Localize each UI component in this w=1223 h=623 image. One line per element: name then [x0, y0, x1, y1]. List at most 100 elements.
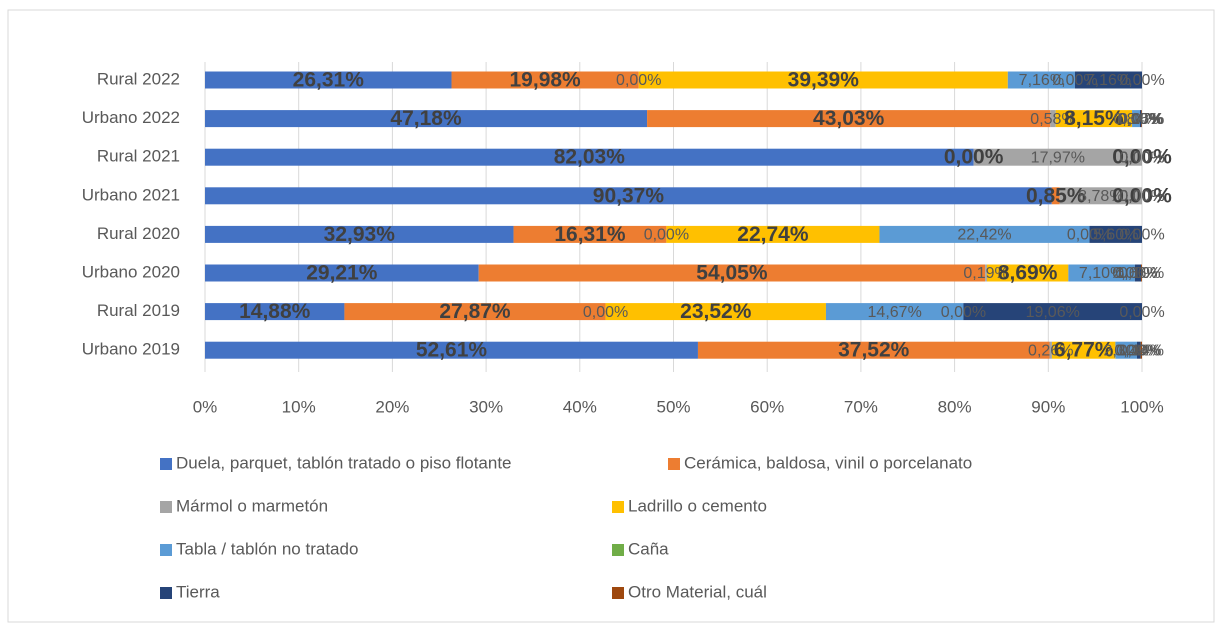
- legend-label: Mármol o marmetón: [176, 496, 328, 515]
- x-tick-label: 30%: [469, 397, 503, 416]
- bar-segment: [1132, 110, 1140, 128]
- data-label: 27,87%: [439, 300, 511, 323]
- data-label: 0,10%: [1119, 265, 1164, 282]
- data-label: 0,00%: [1052, 72, 1097, 89]
- data-label: 0,00%: [941, 304, 986, 321]
- data-label: 7,10%: [1079, 265, 1124, 282]
- bar-segment: [205, 71, 452, 89]
- data-label: 0,00%: [1119, 227, 1164, 244]
- y-tick-label: Urbano 2019: [82, 340, 180, 359]
- x-tick-label: 100%: [1120, 397, 1163, 416]
- data-label: 0,00%: [583, 304, 628, 321]
- data-label: 0,00%: [1119, 149, 1164, 166]
- data-label: 0,00%: [1117, 111, 1162, 128]
- bar-segment: [513, 225, 667, 243]
- legend-swatch: [612, 501, 624, 513]
- data-label: 0,00%: [1112, 146, 1172, 169]
- bar-segment: [963, 303, 1142, 321]
- x-tick-label: 10%: [282, 397, 316, 416]
- bar-segment: [205, 264, 479, 282]
- data-label: 0,14%: [1119, 342, 1164, 359]
- data-label: 0,00%: [1119, 149, 1164, 166]
- legend-swatch: [160, 501, 172, 513]
- legend-swatch: [160, 587, 172, 599]
- bar-segment: [647, 110, 1051, 128]
- y-tick-label: Rural 2021: [97, 147, 180, 166]
- data-label: 54,05%: [696, 262, 768, 285]
- bar-segment: [1074, 71, 1142, 89]
- legend-label: Caña: [628, 539, 669, 558]
- bar-segment: [1139, 110, 1142, 128]
- bar-segment: [985, 264, 987, 282]
- bar-segment: [1134, 264, 1142, 282]
- x-tick-label: 80%: [938, 397, 972, 416]
- bar-segment: [986, 264, 1069, 282]
- data-label: 14,88%: [239, 300, 311, 323]
- x-tick-label: 90%: [1031, 397, 1065, 416]
- x-tick-label: 0%: [193, 397, 218, 416]
- data-label: 19,06%: [1026, 304, 1080, 321]
- bar-segment: [205, 303, 345, 321]
- data-label: 0,00%: [1119, 72, 1164, 89]
- bar-segment: [451, 71, 639, 89]
- y-tick-label: Rural 2020: [97, 224, 180, 243]
- data-label: 8,78%: [1078, 188, 1123, 205]
- data-label: 0,00%: [1067, 227, 1112, 244]
- data-label: 17,97%: [1031, 149, 1085, 166]
- data-label: 0,85%: [1026, 184, 1086, 207]
- legend-label: Cerámica, baldosa, vinil o porcelanato: [684, 453, 972, 472]
- data-label: 8,15%: [1064, 107, 1124, 130]
- data-label: 8,69%: [998, 262, 1058, 285]
- bar-segment: [478, 264, 986, 282]
- bar-segment: [1089, 225, 1142, 243]
- legend-swatch: [612, 544, 624, 556]
- data-label: 22,74%: [737, 223, 809, 246]
- bar-segment: [205, 225, 514, 243]
- bar-segment: [205, 110, 648, 128]
- x-tick-label: 20%: [375, 397, 409, 416]
- data-label: 26,31%: [293, 69, 365, 92]
- data-label: 47,18%: [390, 107, 462, 130]
- data-label: 0,00%: [1119, 188, 1164, 205]
- data-label: 0,00%: [1119, 149, 1164, 166]
- bar-segment: [973, 148, 1142, 166]
- bar-segment: [1055, 110, 1133, 128]
- data-label: 0,58%: [1030, 111, 1075, 128]
- data-label: 0,00%: [1119, 304, 1164, 321]
- bar-segment: [638, 71, 1008, 89]
- y-tick-label: Urbano 2021: [82, 185, 180, 204]
- data-label: 82,03%: [554, 146, 626, 169]
- data-label: 37,52%: [838, 339, 910, 362]
- data-label: 32,93%: [324, 223, 396, 246]
- bar-segment: [1059, 187, 1142, 205]
- legend-label: Otro Material, cuál: [628, 582, 767, 601]
- data-label: 0,19%: [963, 265, 1008, 282]
- data-label: 0,00%: [616, 72, 661, 89]
- legend-label: Tabla / tablón no tratado: [176, 539, 358, 558]
- legend-swatch: [160, 458, 172, 470]
- bar-segment: [697, 341, 1050, 359]
- data-label: 6,77%: [1054, 339, 1114, 362]
- bar-segment: [1068, 264, 1135, 282]
- data-label: 0,00%: [1119, 188, 1164, 205]
- bar-segment: [1141, 110, 1142, 128]
- legend-swatch: [612, 587, 624, 599]
- bar-segment: [825, 303, 964, 321]
- bar-segment: [879, 225, 1090, 243]
- bar-segment: [1115, 341, 1137, 359]
- data-label: 0,00%: [1119, 149, 1164, 166]
- bar-segment: [1136, 341, 1141, 359]
- legend-swatch: [668, 458, 680, 470]
- bar-segment: [1141, 264, 1142, 282]
- data-label: 29,21%: [306, 262, 378, 285]
- data-label: 0,07%: [1119, 111, 1164, 128]
- bar-segment: [205, 148, 974, 166]
- x-tick-label: 60%: [750, 397, 784, 416]
- x-tick-label: 70%: [844, 397, 878, 416]
- data-label: 0,66%: [1115, 265, 1160, 282]
- bar-segment: [205, 341, 698, 359]
- bar-segment: [205, 187, 1052, 205]
- data-label: 0,40%: [1116, 342, 1161, 359]
- data-label: 0,00%: [1112, 184, 1172, 207]
